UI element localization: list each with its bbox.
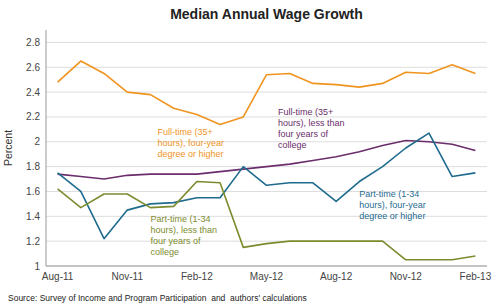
series-label: Part-time (1-34hours), four-yeardegree o… bbox=[359, 189, 426, 221]
series-label-line: degree or higher bbox=[157, 149, 223, 159]
series-label-line: Part-time (1-34 bbox=[150, 214, 210, 224]
series-label-line: college bbox=[150, 247, 179, 257]
y-tick-label: 2.6 bbox=[26, 62, 40, 73]
series-label-line: four years of bbox=[150, 236, 201, 246]
series-line bbox=[58, 182, 476, 260]
y-tick-label: 2.2 bbox=[26, 111, 40, 122]
series-line bbox=[58, 141, 476, 180]
series-label: Part-time (1-34hours), less thanfour yea… bbox=[150, 214, 217, 257]
x-tick-label: Feb-13 bbox=[460, 271, 492, 282]
y-tick-label: 2 bbox=[34, 136, 40, 147]
series-label-line: hours), four-year bbox=[157, 138, 224, 148]
x-axis-line bbox=[46, 266, 487, 267]
series-label: Full-time (35+hours), less thanfour year… bbox=[278, 107, 345, 150]
source-note: Source: Survey of Income and Program Par… bbox=[8, 293, 307, 303]
series-label-line: hours), four-year bbox=[359, 200, 426, 210]
series-lines bbox=[58, 61, 476, 260]
grid-line bbox=[46, 67, 487, 68]
x-tick-label: May-12 bbox=[250, 271, 284, 282]
y-tick-label: 2.8 bbox=[26, 37, 40, 48]
series-label-line: hours), less than bbox=[278, 118, 345, 128]
series-label-line: Full-time (35+ bbox=[157, 127, 212, 137]
y-tick-label: 1 bbox=[34, 261, 40, 272]
series-labels: Full-time (35+hours), four-yeardegree or… bbox=[150, 107, 425, 257]
grid-line bbox=[46, 116, 487, 117]
x-tick-label: Nov-11 bbox=[111, 271, 143, 282]
y-tick-label: 1.2 bbox=[26, 236, 40, 247]
y-tick-label: 1.6 bbox=[26, 186, 40, 197]
y-axis-line bbox=[46, 30, 47, 266]
grid-line bbox=[46, 92, 487, 93]
grid-line bbox=[46, 241, 487, 242]
chart: 1 1.2 1.4 1.6 1.8 2 2.2 2.4 2.6 2.8 Aug-11 Nov-11 Fe… bbox=[0, 0, 497, 307]
series-label-line: degree or higher bbox=[359, 211, 425, 221]
axes: 1 1.2 1.4 1.6 1.8 2 2.2 2.4 2.6 2.8 Aug-11 Nov-11 Fe… bbox=[26, 30, 492, 282]
grid bbox=[46, 42, 487, 266]
title: Median Annual Wage Growth bbox=[170, 6, 363, 22]
grid-line bbox=[46, 191, 487, 192]
series-line bbox=[58, 133, 476, 239]
y-tick-label: 1.8 bbox=[26, 161, 40, 172]
y-tick-label: 2.4 bbox=[26, 87, 40, 98]
series-label-line: Part-time (1-34 bbox=[359, 189, 419, 199]
y-tick-label: 1.4 bbox=[26, 211, 40, 222]
x-tick-label: Nov-12 bbox=[390, 271, 423, 282]
series-label-line: four years of bbox=[278, 129, 329, 139]
y-axis-label: Percent bbox=[2, 130, 14, 166]
series-line bbox=[58, 61, 476, 124]
series-label-line: hours), less than bbox=[150, 225, 217, 235]
x-tick-label: Feb-12 bbox=[181, 271, 213, 282]
grid-line bbox=[46, 266, 487, 267]
grid-line bbox=[46, 42, 487, 43]
series-label-line: Full-time (35+ bbox=[278, 107, 333, 117]
series-label-line: college bbox=[278, 140, 307, 150]
x-tick-label: Aug-11 bbox=[42, 271, 74, 282]
x-tick-label: Aug-12 bbox=[320, 271, 353, 282]
series-label: Full-time (35+hours), four-yeardegree or… bbox=[157, 127, 224, 159]
